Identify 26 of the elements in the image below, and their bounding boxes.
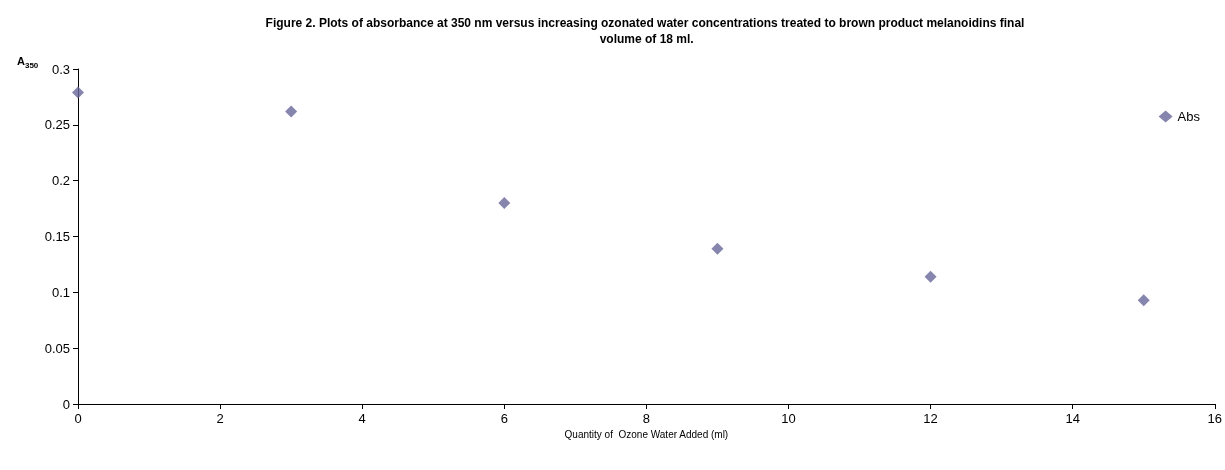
x-axis-title: Quantity of Ozone Water Added (ml)	[564, 429, 729, 441]
y-tick-label: 0.2	[51, 173, 70, 189]
x-tick-label: 10	[781, 411, 796, 426]
x-tick-label: 2	[216, 411, 224, 426]
point	[285, 105, 298, 118]
point	[924, 270, 937, 283]
x-tick-label: 12	[923, 411, 938, 426]
x-tick-label: 0	[74, 411, 82, 426]
x-tick-label: 8	[642, 411, 650, 426]
x-tick-label: 14	[1065, 411, 1080, 426]
y-tick-label: 0.1	[51, 284, 70, 300]
x-tick-label: 16	[1207, 411, 1222, 426]
y-axis-title: A$_{350}$	[17, 55, 39, 71]
y-tick-label: 0	[62, 396, 70, 412]
point	[498, 197, 511, 209]
y-tick-label: 0.3	[51, 61, 70, 77]
point	[1137, 294, 1150, 307]
y-tick-label: 0.25	[44, 117, 70, 133]
y-tick-label: 0.05	[44, 340, 70, 356]
legend-label: Abs	[1177, 109, 1201, 124]
x-tick-label: 6	[500, 411, 508, 426]
chart-title: Figure 2. Plots of absorbance at 350 nm versus increasing ozonated water concentrations treated to brown product melanoidins final volume of 18 ml.	[265, 16, 1025, 46]
y-tick-label: 0.15	[44, 229, 70, 244]
x-tick-label: 4	[358, 411, 366, 426]
point	[711, 242, 724, 255]
point	[72, 86, 84, 99]
